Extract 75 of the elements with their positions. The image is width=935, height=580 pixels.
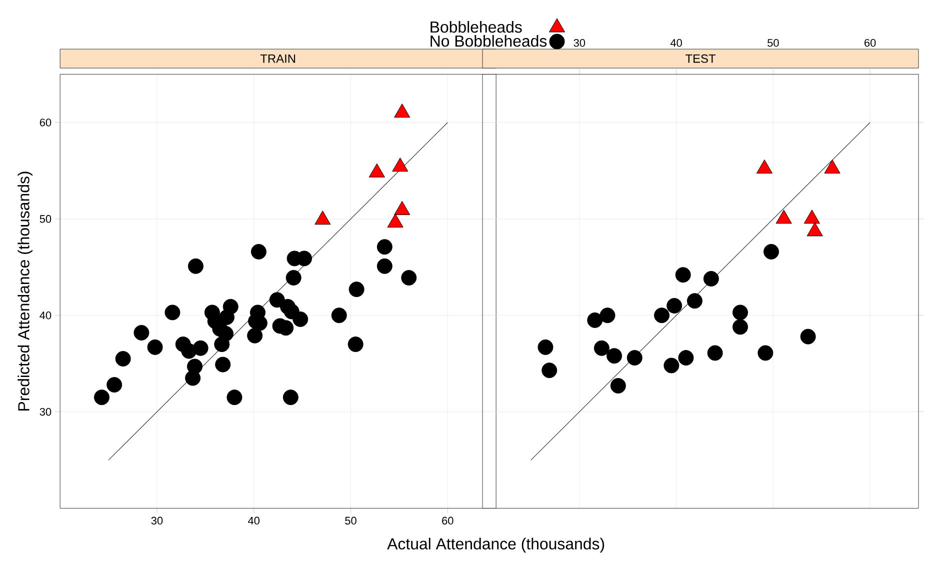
point xyxy=(292,311,308,327)
point xyxy=(824,160,840,174)
point xyxy=(594,340,610,356)
point xyxy=(348,336,364,352)
point xyxy=(776,210,792,224)
point xyxy=(222,298,238,314)
legend-label: Bobbleheads xyxy=(430,21,522,33)
point xyxy=(610,378,626,394)
x-tick-label: 30 xyxy=(151,516,163,525)
point xyxy=(394,200,410,215)
point xyxy=(218,326,234,342)
point xyxy=(666,298,682,314)
point xyxy=(763,244,779,260)
point xyxy=(94,390,110,406)
x-tick-label: 40 xyxy=(670,38,682,47)
point xyxy=(392,158,408,172)
point xyxy=(587,312,603,328)
point xyxy=(147,339,163,355)
point xyxy=(115,351,131,367)
point xyxy=(247,328,263,344)
x-axis-title: Actual Attendance (thousands) xyxy=(387,538,604,553)
point xyxy=(282,390,298,406)
point xyxy=(626,350,642,366)
point xyxy=(376,239,392,255)
point xyxy=(606,348,622,364)
point xyxy=(387,214,404,228)
point xyxy=(286,270,302,286)
point xyxy=(678,350,694,366)
point xyxy=(187,358,203,374)
point xyxy=(800,328,816,344)
point xyxy=(376,258,392,274)
point xyxy=(215,356,231,372)
point xyxy=(664,358,680,374)
point xyxy=(675,267,691,283)
point xyxy=(758,345,774,361)
x-tick-label: 30 xyxy=(574,38,586,47)
point xyxy=(806,222,823,236)
point xyxy=(707,345,723,361)
point xyxy=(600,308,616,324)
point xyxy=(732,319,748,335)
point xyxy=(164,304,180,320)
x-tick-label: 50 xyxy=(345,516,356,525)
x-tick-label: 50 xyxy=(768,38,779,47)
point xyxy=(331,308,347,324)
x-tick-label: 40 xyxy=(248,516,260,525)
point xyxy=(106,377,122,393)
y-axis-title: Predicted Attendance (thousands) xyxy=(18,172,33,410)
point xyxy=(654,308,670,324)
point xyxy=(226,390,242,406)
y-tick-label: 40 xyxy=(40,312,52,320)
point xyxy=(250,244,266,260)
point xyxy=(686,293,702,309)
y-tick-label: 30 xyxy=(40,408,52,416)
point xyxy=(542,362,558,378)
x-tick-label: 60 xyxy=(864,38,876,47)
point xyxy=(732,304,748,320)
chart-title: TRAIN xyxy=(260,54,296,63)
point xyxy=(192,340,208,356)
point xyxy=(368,163,385,178)
point xyxy=(134,324,150,340)
point xyxy=(703,270,719,286)
legend-label: No Bobbleheads xyxy=(430,35,547,47)
y-tick-label: 50 xyxy=(40,215,52,223)
point xyxy=(394,104,410,118)
point xyxy=(269,292,285,308)
point xyxy=(401,270,417,286)
point xyxy=(348,282,364,298)
x-tick-label: 60 xyxy=(442,516,454,525)
point xyxy=(538,339,554,355)
chart-title: TEST xyxy=(686,54,716,63)
y-tick-label: 60 xyxy=(40,118,52,126)
point xyxy=(314,210,331,225)
point xyxy=(756,160,773,174)
point xyxy=(804,210,820,224)
point xyxy=(188,258,204,274)
